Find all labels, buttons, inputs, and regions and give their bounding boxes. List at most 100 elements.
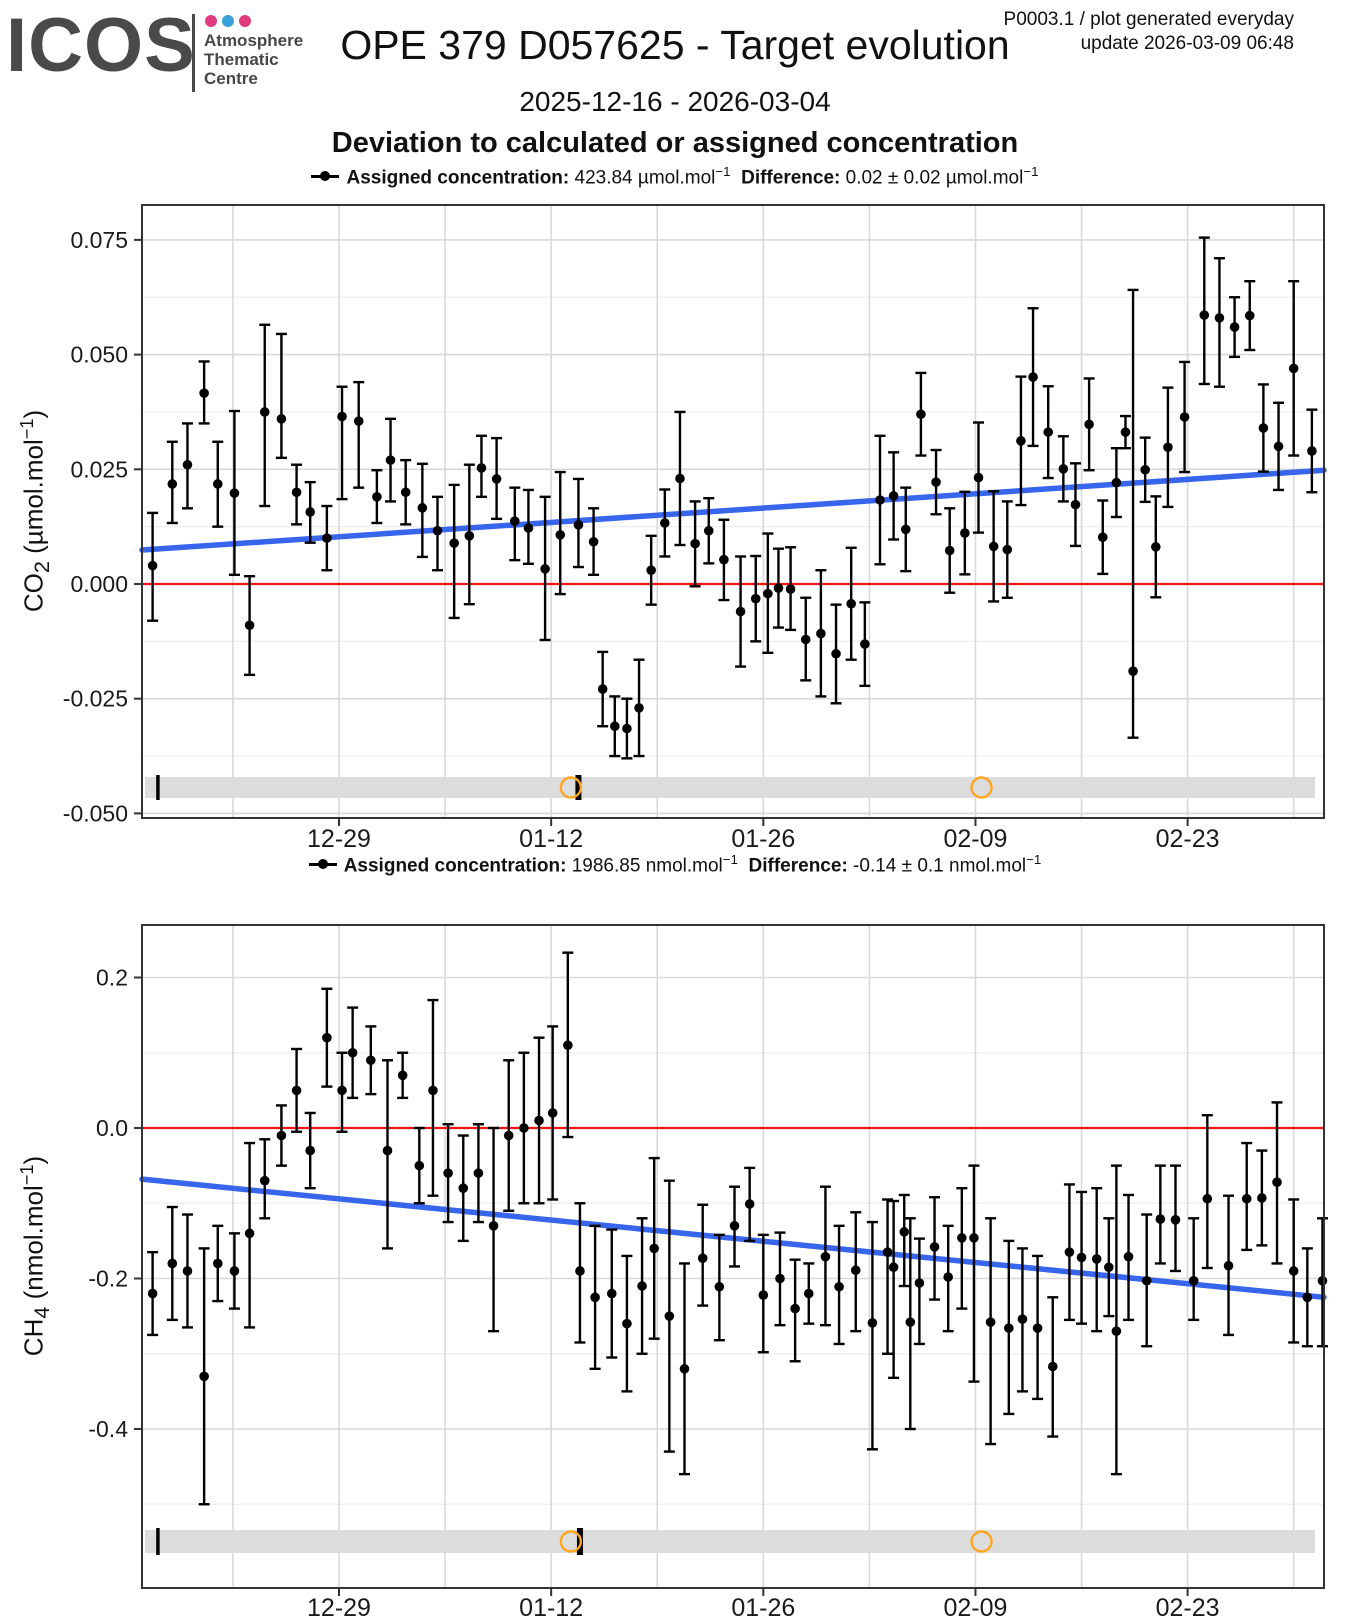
plot-meta: P0003.1 / plot generated everyday update… — [1004, 8, 1294, 56]
data-point — [337, 411, 347, 422]
y-tick-label: 0.000 — [70, 571, 128, 597]
data-point — [353, 416, 364, 426]
data-point — [1111, 1326, 1122, 1336]
data-point — [1097, 532, 1108, 543]
data-point — [729, 1221, 740, 1231]
timeline-circle-marker — [970, 1530, 993, 1553]
data-point — [476, 463, 487, 473]
data-point — [988, 541, 999, 552]
data-point — [888, 1262, 899, 1273]
data-point — [719, 554, 729, 565]
logo-dot-icon — [239, 15, 251, 27]
data-point — [147, 560, 158, 571]
logo-dot-icon — [205, 15, 217, 27]
timeline-circle-marker — [559, 1530, 583, 1553]
data-point — [969, 1233, 979, 1243]
x-tick-label: 02-09 — [943, 825, 1007, 853]
trend-line — [139, 467, 1327, 553]
logo-divider — [192, 14, 195, 92]
data-point — [750, 593, 761, 604]
date-range: 2025-12-16 - 2026-03-04 — [519, 86, 831, 117]
legend-line-dot-icon — [308, 859, 337, 870]
data-point — [675, 473, 685, 484]
x-tick-label: 02-23 — [1156, 1594, 1220, 1620]
data-point — [1241, 1193, 1252, 1204]
data-point — [1016, 436, 1026, 446]
data-point — [1076, 1252, 1087, 1263]
page-title: OPE 379 D057625 - Target evolution — [340, 22, 1010, 68]
data-point — [634, 703, 644, 713]
data-point — [428, 1085, 438, 1096]
data-point — [1163, 442, 1173, 453]
meta-update-line: update 2026-03-09 06:48 — [1080, 32, 1294, 54]
data-point — [400, 487, 411, 498]
data-point — [985, 1317, 996, 1327]
data-point — [610, 721, 620, 732]
timeline-circle-marker — [559, 776, 583, 799]
data-point — [1199, 310, 1210, 320]
data-point — [575, 1266, 585, 1276]
data-point — [276, 1130, 287, 1141]
data-point — [1155, 1214, 1166, 1224]
data-point — [199, 1371, 209, 1382]
data-point — [882, 1247, 893, 1257]
data-point — [1302, 1292, 1313, 1303]
data-point — [212, 479, 223, 489]
timeline-band — [145, 1530, 1315, 1553]
data-point — [1104, 1262, 1114, 1273]
data-point — [888, 491, 899, 501]
data-point — [305, 507, 316, 517]
data-point — [259, 407, 270, 417]
data-point — [637, 1281, 647, 1291]
timeline-tick — [575, 775, 582, 800]
data-point — [1043, 427, 1053, 437]
x-tick-label: 12-29 — [307, 1594, 371, 1620]
legend-line-dot-icon — [311, 171, 340, 182]
data-point — [244, 620, 255, 631]
data-point — [1288, 1266, 1299, 1276]
data-point — [763, 588, 773, 599]
data-point — [622, 1318, 632, 1329]
data-point — [1017, 1314, 1028, 1324]
data-point — [1244, 310, 1255, 321]
x-tick-label: 01-26 — [731, 825, 795, 853]
data-point — [899, 1227, 910, 1237]
trend-line — [139, 1176, 1327, 1301]
legend-value: -0.14 ± 0.1 nmol.mol — [853, 855, 1027, 877]
y-tick-label: 0.0 — [96, 1115, 128, 1141]
data-point — [1170, 1215, 1181, 1225]
data-point — [276, 414, 287, 424]
data-point — [649, 1243, 659, 1254]
data-point — [744, 1199, 755, 1209]
data-point — [573, 520, 584, 530]
data-point — [905, 1317, 916, 1327]
legend-value: 423.84 µmol.mol — [574, 167, 716, 189]
data-point — [417, 503, 428, 513]
timeline-tick — [156, 775, 160, 800]
data-point — [697, 1253, 708, 1263]
data-point — [622, 723, 632, 734]
data-point — [973, 472, 984, 483]
data-point — [1202, 1193, 1213, 1204]
data-point — [432, 525, 443, 536]
legend-value: 0.02 ± 0.02 µmol.mol — [845, 167, 1024, 189]
data-point — [385, 455, 396, 465]
data-point — [914, 1278, 925, 1288]
timeline-band — [145, 777, 1315, 798]
data-point — [488, 1221, 499, 1231]
data-point — [199, 388, 209, 398]
data-point — [735, 606, 746, 617]
data-point — [212, 1258, 223, 1269]
data-point — [1064, 1247, 1075, 1257]
data-point — [147, 1288, 158, 1299]
data-point — [597, 684, 608, 694]
data-point — [646, 565, 656, 576]
data-point — [860, 639, 870, 649]
data-point — [1307, 446, 1317, 456]
data-point — [1123, 1251, 1134, 1262]
data-point — [291, 487, 302, 498]
data-point — [1317, 1275, 1328, 1286]
data-point — [167, 1258, 178, 1269]
data-point — [820, 1251, 831, 1262]
y-tick-label: -0.2 — [88, 1266, 128, 1292]
